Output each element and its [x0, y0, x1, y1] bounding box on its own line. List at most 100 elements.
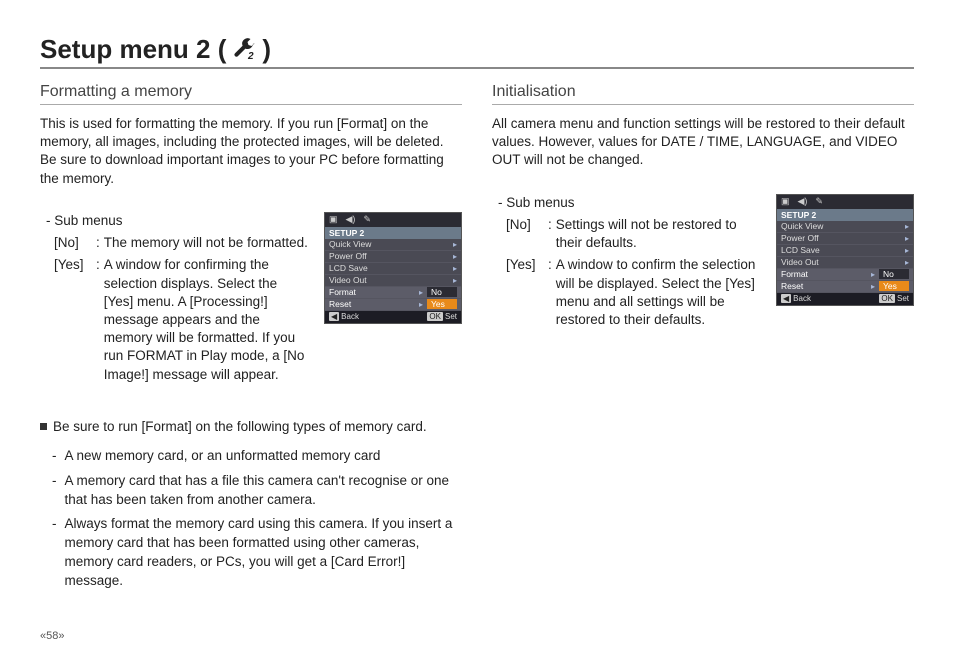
menu-title: SETUP 2: [325, 227, 461, 239]
right-sub-text: - Sub menus [No] : Settings will not be …: [492, 194, 762, 334]
menu-rows: Quick View ▸ Power Off ▸ LCD Save ▸ Video Out ▸…: [325, 239, 461, 311]
back-key: ◀Back: [329, 312, 359, 321]
set-key: OKSet: [879, 294, 909, 303]
set-key: OKSet: [427, 312, 457, 321]
page-number: «58»: [40, 630, 65, 642]
right-option-yes: [Yes] : A window to confirm the selectio…: [506, 256, 762, 329]
menu-tabs: ▣ ◀) ✎: [325, 213, 461, 227]
left-intro: This is used for formatting the memory. …: [40, 115, 462, 188]
menu-row-value: Yes: [427, 299, 457, 309]
left-notes: Be sure to run [Format] on the following…: [40, 418, 462, 591]
note-bullet: -A new memory card, or an unformatted me…: [52, 447, 462, 466]
menu-row-label: Quick View: [781, 221, 901, 231]
svg-text:2: 2: [247, 51, 254, 62]
note-lead: Be sure to run [Format] on the following…: [40, 418, 462, 437]
menu-row-label: LCD Save: [781, 245, 901, 255]
menu-row: Format ▸ No: [325, 287, 461, 299]
right-column: Initialisation All camera menu and funct…: [492, 83, 914, 597]
menu-row-value: No: [427, 287, 457, 297]
bullet-text: A memory card that has a file this camer…: [65, 472, 463, 510]
wrench-icon: 2: [232, 38, 256, 62]
menu-rows: Quick View▸Power Off▸LCD Save▸Video Out▸…: [777, 221, 913, 293]
option-key: [Yes]: [54, 256, 96, 384]
arrow-icon: ▸: [453, 264, 457, 273]
menu-row: Power Off ▸: [777, 233, 913, 245]
arrow-icon: ▸: [905, 222, 909, 231]
bullet-text: A new memory card, or an unformatted mem…: [65, 447, 381, 466]
arrow-icon: ▸: [419, 300, 423, 309]
arrow-icon: ▸: [871, 282, 875, 291]
arrow-icon: ▸: [905, 246, 909, 255]
menu-tabs: ▣ ◀) ✎: [777, 195, 913, 209]
camera-icon: ▣: [329, 214, 338, 225]
tool-icon: ✎: [363, 214, 371, 225]
option-value: The memory will not be formatted.: [104, 234, 308, 252]
arrow-icon: ▸: [453, 240, 457, 249]
menu-title: SETUP 2: [777, 209, 913, 221]
menu-row-label: Quick View: [329, 239, 449, 249]
menu-row-value: Yes: [879, 281, 909, 291]
right-sub-label: - Sub menus: [498, 194, 762, 212]
menu-row-value: No: [879, 269, 909, 279]
option-colon: :: [96, 256, 100, 384]
option-value: A window for confirming the selection di…: [104, 256, 310, 384]
arrow-icon: ▸: [419, 288, 423, 297]
arrow-icon: ▸: [453, 252, 457, 261]
option-value: Settings will not be restored to their d…: [556, 216, 762, 252]
right-heading: Initialisation: [492, 83, 914, 105]
right-sub-block: - Sub menus [No] : Settings will not be …: [492, 194, 914, 334]
note-lead-text: Be sure to run [Format] on the following…: [53, 418, 427, 437]
menu-row-label: Power Off: [781, 233, 901, 243]
menu-row: Video Out▸: [777, 257, 913, 269]
menu-footer: ◀Back OKSet: [325, 311, 461, 323]
menu-row-label: Power Off: [329, 251, 449, 261]
back-key: ◀Back: [781, 294, 811, 303]
left-menu-screenshot: ▣ ◀) ✎ SETUP 2 Quick View▸Power Off▸LCD …: [324, 212, 462, 324]
menu-row: LCD Save ▸: [325, 263, 461, 275]
menu-row-label: LCD Save: [329, 263, 449, 273]
menu-footer: ◀Back OKSet: [777, 293, 913, 305]
right-option-no: [No] : Settings will not be restored to …: [506, 216, 762, 252]
menu-row: LCD Save ▸: [777, 245, 913, 257]
menu-row: Reset ▸ Yes: [325, 299, 461, 311]
right-intro: All camera menu and function settings wi…: [492, 115, 914, 170]
left-option-yes: [Yes] : A window for confirming the sele…: [54, 256, 310, 384]
note-bullet: -Always format the memory card using thi…: [52, 515, 462, 591]
option-key: [Yes]: [506, 256, 548, 329]
left-heading: Formatting a memory: [40, 83, 462, 105]
arrow-icon: ▸: [453, 276, 457, 285]
menu-row-label: Format: [329, 287, 415, 297]
arrow-icon: ▸: [905, 234, 909, 243]
camera-icon: ▣: [781, 196, 790, 207]
option-colon: :: [96, 234, 100, 252]
option-value: A window to confirm the selection will b…: [556, 256, 762, 329]
dash-icon: -: [52, 515, 57, 591]
menu-row-label: Format: [781, 269, 867, 279]
page-title: Setup menu 2 ( 2 ): [40, 34, 914, 69]
menu-row: Video Out ▸: [325, 275, 461, 287]
content-columns: Formatting a memory This is used for for…: [40, 83, 914, 597]
option-colon: :: [548, 256, 552, 329]
dash-icon: -: [52, 472, 57, 510]
square-bullet-icon: [40, 423, 47, 430]
left-sub-text: - Sub menus [No] : The memory will not b…: [40, 212, 310, 388]
menu-row: Quick View ▸: [325, 239, 461, 251]
option-key: [No]: [506, 216, 548, 252]
menu-row: Format ▸ No: [777, 269, 913, 281]
menu-row: Quick View ▸: [777, 221, 913, 233]
arrow-icon: ▸: [871, 270, 875, 279]
left-option-no: [No] : The memory will not be formatted.: [54, 234, 310, 252]
menu-row-label: Video Out: [781, 257, 901, 267]
menu-row: Reset ▸ Yes: [777, 281, 913, 293]
left-sub-block: - Sub menus [No] : The memory will not b…: [40, 212, 462, 388]
note-bullet: -A memory card that has a file this came…: [52, 472, 462, 510]
right-menu-screenshot: ▣ ◀) ✎ SETUP 2 Quick View▸Power Off▸LCD …: [776, 194, 914, 306]
option-colon: :: [548, 216, 552, 252]
menu-row-label: Video Out: [329, 275, 449, 285]
sound-icon: ◀): [346, 214, 356, 225]
menu-row-label: Reset: [781, 281, 867, 291]
menu-row-label: Reset: [329, 299, 415, 309]
title-suffix: ): [262, 34, 271, 65]
tool-icon: ✎: [815, 196, 823, 207]
dash-icon: -: [52, 447, 57, 466]
